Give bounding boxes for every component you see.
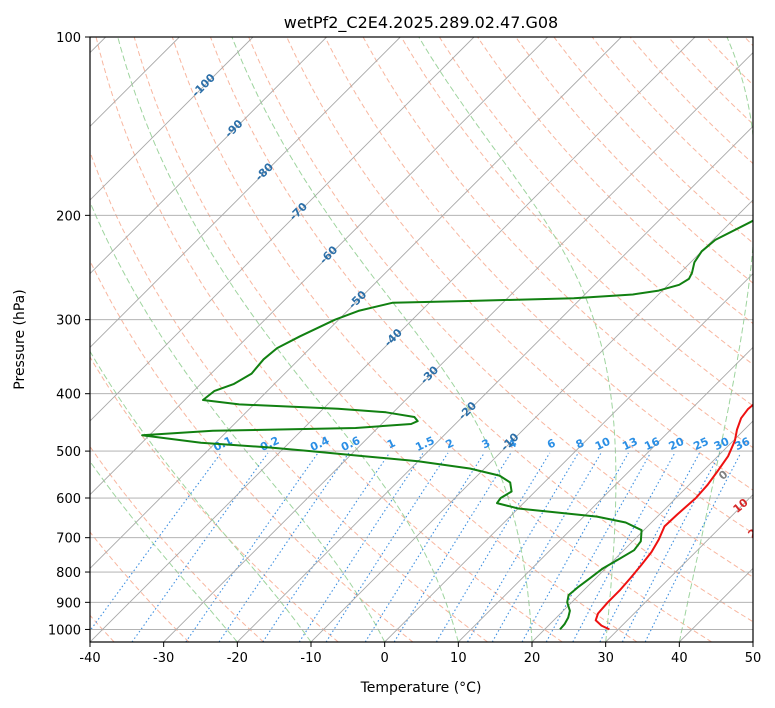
- isotherm-line: [310, 199, 753, 642]
- x-tick-label: 30: [597, 651, 614, 666]
- plot-frame: [89, 36, 754, 643]
- dry-adiabat-line: [591, 37, 753, 204]
- dry-adiabat-line: [286, 37, 753, 534]
- isotherm-line: [90, 37, 696, 642]
- isotherm-line: [90, 37, 548, 496]
- x-tick-label: -20: [227, 651, 248, 666]
- dry-adiabat-line: [324, 37, 753, 491]
- adiabat-label: 20: [746, 521, 766, 541]
- y-axis-label: Pressure (hPa): [12, 289, 28, 389]
- mixing-ratio-label: 10: [593, 435, 613, 453]
- mixing-ratio-line: [644, 452, 742, 642]
- x-tick-label: 40: [671, 651, 688, 666]
- x-tick-label: -10: [300, 651, 321, 666]
- isotherm-line: [90, 37, 622, 569]
- mixing-ratio-label: 36: [733, 435, 753, 453]
- moist-adiabat-line: [117, 37, 459, 642]
- moist-adiabat-line: [418, 37, 617, 642]
- moist-adiabat-line: [231, 37, 533, 642]
- isotherm-line: [458, 346, 753, 642]
- y-tick-label: 700: [56, 532, 81, 547]
- mixing-ratio-line: [364, 452, 485, 642]
- mixing-ratio-line: [185, 452, 319, 642]
- moist-adiabat-line: [90, 350, 312, 642]
- dewpoint-line: [141, 219, 753, 631]
- mixing-ratio-line: [491, 452, 602, 642]
- mixing-ratio-label: 30: [712, 435, 732, 453]
- dry-adiabat-line: [95, 37, 563, 642]
- moist-adiabat-line: [90, 200, 386, 642]
- x-tick-label: 20: [524, 651, 541, 666]
- isotherm-line: [237, 125, 753, 642]
- x-tick-label: 10: [450, 651, 467, 666]
- y-tick-label: 600: [56, 492, 81, 507]
- y-tick-label: 500: [56, 445, 81, 460]
- mixing-ratio-line: [325, 452, 449, 642]
- isotherm-line: [90, 37, 475, 422]
- x-tick-label: -40: [79, 651, 100, 666]
- dry-adiabat-line: [553, 37, 753, 244]
- dry-adiabat-line: [210, 37, 753, 623]
- x-tick-label: 0: [381, 651, 389, 666]
- mixing-ratio-line: [90, 452, 222, 632]
- dry-adiabat-line: [400, 37, 753, 407]
- y-tick-label: 800: [56, 566, 81, 581]
- mixing-ratio-line: [521, 452, 629, 642]
- dry-adiabat-line: [248, 37, 753, 578]
- isotherm-line: [90, 37, 254, 201]
- dry-adiabat-line: [90, 150, 488, 642]
- isotherm-line: [163, 52, 753, 642]
- mixing-ratio-line: [621, 452, 721, 642]
- mixing-ratio-line: [262, 452, 390, 642]
- isobars: [90, 37, 753, 630]
- dry-adiabat-line: [438, 37, 753, 366]
- mixing-ratio-label: 16: [642, 435, 662, 453]
- plot-area: 0.1 0.2 0.4 0.6 1 1.5 2 3 4 6 8 10 13 16 20 25 30 36-100-…: [90, 37, 766, 642]
- moist-adiabats: [90, 37, 753, 642]
- mixing-ratio-label: 13: [620, 435, 639, 453]
- dry-adiabat-line: [477, 37, 753, 325]
- mixing-ratio-line: [393, 452, 512, 642]
- x-tick-label: -30: [153, 651, 174, 666]
- dry-adiabat-line: [90, 531, 190, 642]
- mixing-ratio-label: 20: [667, 435, 687, 453]
- y-tick-label: 300: [56, 314, 81, 329]
- axes: -40 -30 -20 -10 0 10 20 30 40 50 100 200 300 400 500 60…: [48, 31, 761, 666]
- mixing-ratio-label: 25: [691, 435, 710, 453]
- y-tick-label: 100: [56, 31, 81, 46]
- isotherm-line: [90, 37, 401, 348]
- y-tick-label: 200: [56, 209, 81, 224]
- y-tick-label: 400: [56, 388, 81, 403]
- mixing-ratio-line: [435, 452, 551, 642]
- temperature-line: [594, 403, 753, 631]
- y-tick-label: 900: [56, 596, 81, 611]
- mixing-ratio-line: [298, 452, 424, 642]
- dry-adiabat-line: [90, 259, 414, 642]
- isotherm-line: [605, 494, 753, 642]
- chart-title: wetPf2_C2E4.2025.289.02.47.G08: [284, 13, 558, 33]
- isotherm-line: [90, 37, 327, 275]
- x-axis-label: Temperature (°C): [360, 680, 482, 696]
- isotherm-line: [384, 273, 753, 642]
- mixing-ratio-line: [131, 452, 269, 642]
- mixing-ratio-lines: [90, 452, 742, 642]
- isotherms: [90, 37, 753, 642]
- mixing-ratio-line: [467, 452, 579, 642]
- sounding-series: [141, 219, 753, 631]
- x-tick-label: 50: [745, 651, 762, 666]
- isotherm-line: [531, 420, 753, 642]
- moist-adiabat-line: [678, 37, 753, 642]
- dry-adiabat-line: [171, 37, 712, 642]
- y-tick-label: 1000: [48, 623, 81, 638]
